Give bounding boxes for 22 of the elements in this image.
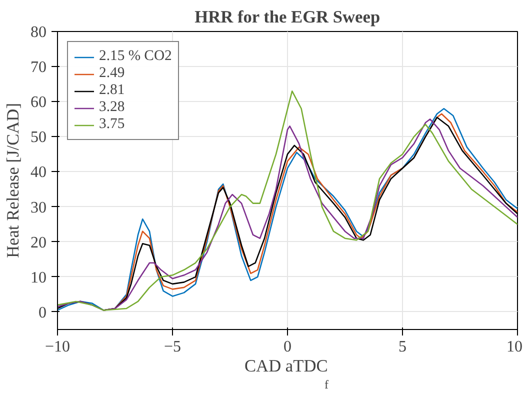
y-tick-label: 80 — [30, 24, 46, 41]
x-tick-label: −10 — [44, 338, 70, 356]
y-tick-label: 10 — [30, 269, 46, 286]
y-tick-label: 50 — [30, 129, 46, 146]
y-tick-label: 0 — [38, 304, 46, 322]
y-tick-label: 70 — [30, 59, 46, 76]
x-tick-label: 10 — [506, 338, 522, 356]
legend-label: 2.81 — [99, 82, 125, 99]
chart-title: HRR for the EGR Sweep — [194, 8, 380, 26]
legend-label: 3.28 — [99, 99, 125, 116]
y-tick-label: 40 — [30, 164, 46, 182]
legend-label: 2.15 % CO2 — [99, 48, 172, 65]
x-tick-label: −5 — [164, 338, 182, 356]
legend-label: 2.49 — [99, 65, 125, 82]
x-tick-label: 0 — [284, 338, 292, 356]
x-tick-label: 5 — [398, 338, 406, 356]
x-axis-title: CAD aTDCf — [244, 356, 328, 392]
y-tick-label: 30 — [30, 199, 46, 216]
y-axis-title: Heat Release [J/CAD] — [4, 103, 22, 258]
y-tick-label: 20 — [30, 234, 46, 252]
y-tick-label: 60 — [30, 94, 46, 112]
legend-label: 3.75 — [99, 116, 125, 133]
